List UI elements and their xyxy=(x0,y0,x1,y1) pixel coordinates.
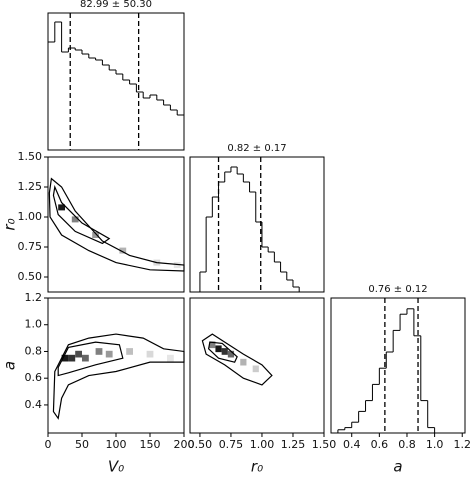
x-tick-label: 50 xyxy=(75,438,89,451)
x-tick-label: 200 xyxy=(174,438,195,451)
y-tick-label: 1.2 xyxy=(25,291,43,304)
x-tick-label: 0 xyxy=(45,438,52,451)
y-tick-label: 1.25 xyxy=(18,180,43,193)
x-axis-label: a xyxy=(393,458,402,476)
density-cell xyxy=(146,350,154,358)
density-cell xyxy=(68,354,76,362)
panel-frame xyxy=(47,297,185,434)
panel-frame xyxy=(330,297,466,434)
x-tick-label: 0.4 xyxy=(343,438,361,451)
contour xyxy=(48,177,185,272)
y-tick-label: 1.0 xyxy=(25,318,43,331)
y-tick-label: 0.50 xyxy=(18,270,43,283)
x-tick-label: 1.25 xyxy=(281,438,306,451)
density-cell xyxy=(167,354,174,362)
density-cell xyxy=(75,350,82,358)
density-cell xyxy=(221,348,228,355)
x-tick-label: 0.8 xyxy=(398,438,416,451)
panel-frame xyxy=(189,156,325,293)
x-tick-label: 0.6 xyxy=(371,438,389,451)
x-tick-label: 1.00 xyxy=(250,438,275,451)
y-tick-label: 0.4 xyxy=(25,398,43,411)
panel-title: 0.76 ± 0.12 xyxy=(368,284,427,295)
density-cell xyxy=(95,348,103,355)
y-tick-label: 0.6 xyxy=(25,371,43,384)
density-cell xyxy=(227,350,235,358)
density-cell xyxy=(82,354,89,362)
x-tick-label: 150 xyxy=(140,438,161,451)
panel-title: 82.99 ± 50.30 xyxy=(80,0,152,10)
y-tick-label: 1.00 xyxy=(18,210,43,223)
density-cell xyxy=(209,341,216,349)
y-tick-label: 0.75 xyxy=(18,240,43,253)
density-cell xyxy=(126,348,133,355)
x-tick-label: 0.75 xyxy=(219,438,244,451)
density-cell xyxy=(61,354,69,362)
density-cell xyxy=(71,216,79,223)
density-cell xyxy=(252,365,259,373)
contour xyxy=(52,184,111,245)
panel-frame xyxy=(47,12,185,151)
contour xyxy=(207,341,238,363)
x-tick-label: 1.0 xyxy=(426,438,444,451)
panel-frame xyxy=(189,297,325,434)
y-axis-label: a xyxy=(1,361,19,370)
y-axis-label: r₀ xyxy=(1,218,19,230)
density-cell xyxy=(215,345,222,353)
density-cell xyxy=(240,358,247,366)
y-tick-label: 1.50 xyxy=(18,150,43,163)
density-cell xyxy=(119,247,127,254)
x-axis-label: r₀ xyxy=(251,458,263,476)
x-tick-label: 1.2 xyxy=(453,438,471,451)
density-cell xyxy=(92,232,99,238)
x-tick-label: 1.50 xyxy=(312,438,337,451)
y-tick-label: 0.8 xyxy=(25,344,43,357)
contour xyxy=(201,333,273,386)
x-tick-label: 0.50 xyxy=(188,438,213,451)
density-cell xyxy=(58,204,65,211)
x-axis-label: V₀ xyxy=(108,458,124,476)
contour xyxy=(57,341,124,377)
x-tick-label: 100 xyxy=(106,438,127,451)
panel-frame xyxy=(47,156,185,293)
density-cell xyxy=(105,350,113,358)
panel-title: 0.82 ± 0.17 xyxy=(227,143,286,154)
